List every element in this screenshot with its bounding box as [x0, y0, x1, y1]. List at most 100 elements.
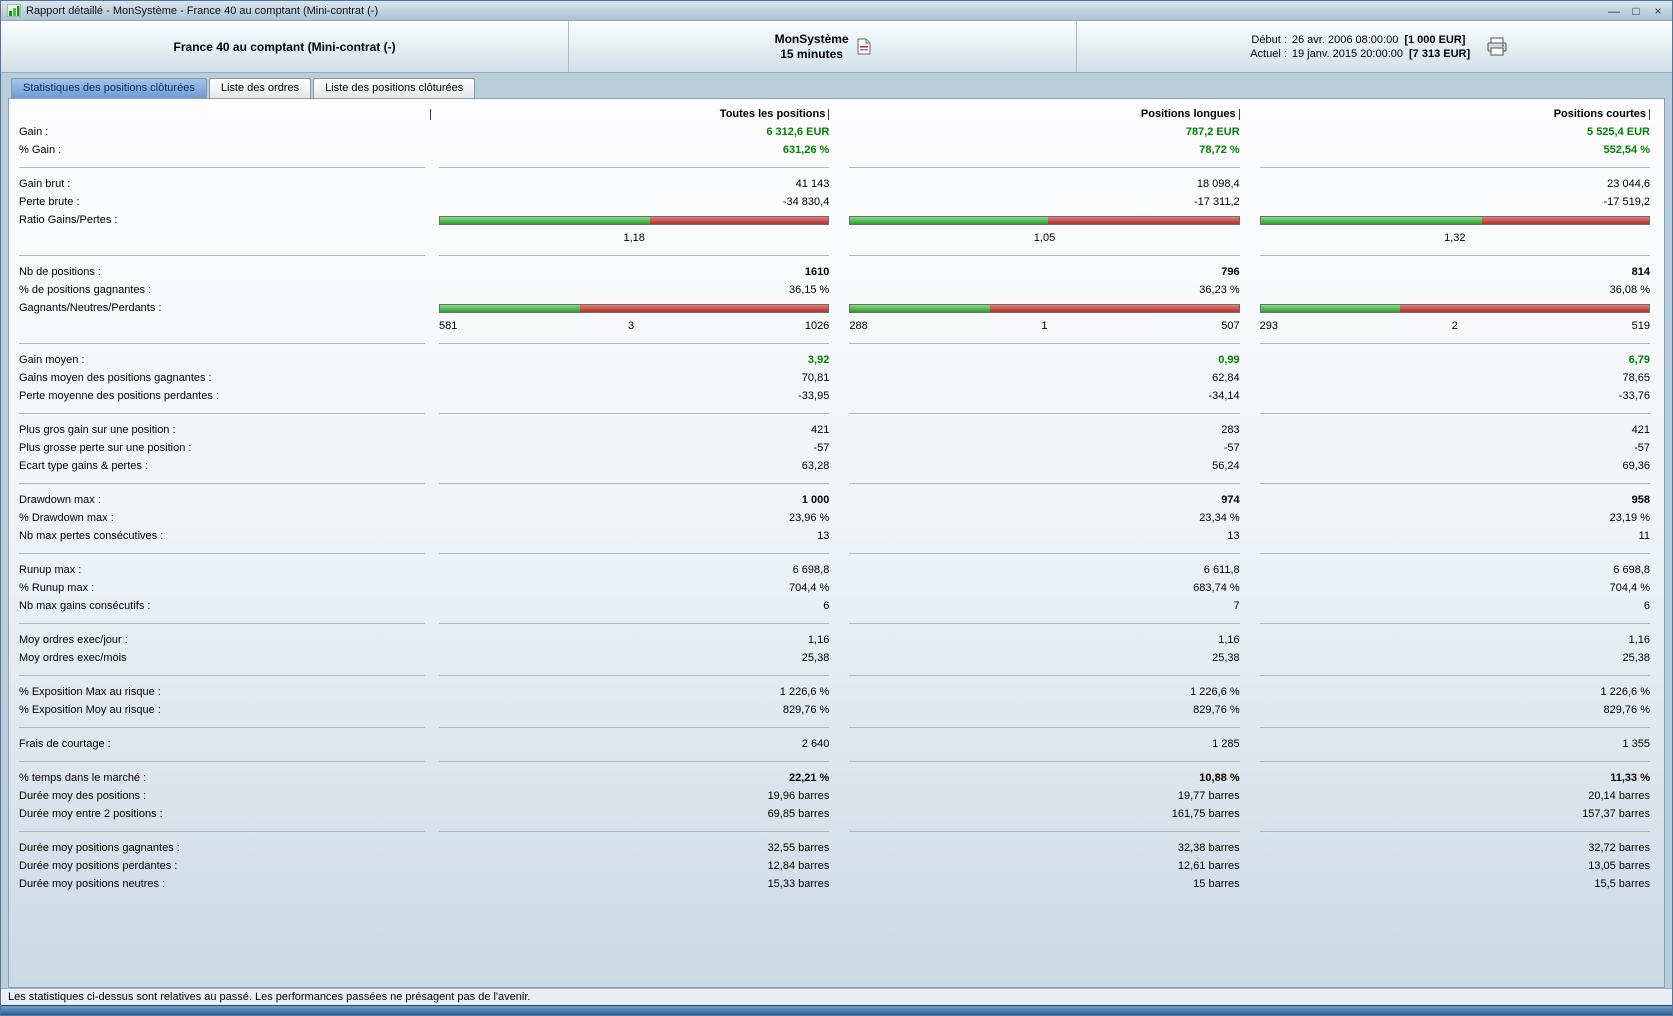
- stat-value: 23,34 %: [1199, 511, 1240, 524]
- separator-segment: [433, 674, 843, 676]
- close-button[interactable]: ×: [1654, 3, 1662, 18]
- bar-value: 1: [1041, 319, 1048, 332]
- separator-line: [439, 166, 830, 168]
- separator-line: [1259, 254, 1650, 256]
- tab-strip: Statistiques des positions clôturées List…: [1, 73, 1672, 98]
- app-icon: [7, 4, 21, 17]
- stat-value: 283: [1221, 423, 1240, 436]
- separator-segment: [9, 342, 433, 344]
- separator-line: [19, 342, 425, 344]
- group-separator: [9, 405, 1664, 421]
- pdf-export-icon[interactable]: [857, 38, 871, 55]
- bar-cell: [1254, 303, 1664, 313]
- bar-value: 507: [1221, 319, 1240, 332]
- table-row: Durée moy positions neutres : 15,33 barre…: [9, 875, 1664, 893]
- stat-value: 25,38: [1212, 651, 1240, 664]
- separator-segment: [843, 830, 1253, 832]
- stat-value: 70,81: [801, 371, 830, 384]
- table-row: % Exposition Moy au risque : 829,76 % 829,…: [9, 701, 1664, 719]
- stat-value: 32,55 barres: [767, 841, 830, 854]
- separator-line: [19, 674, 425, 676]
- separator-segment: [433, 760, 843, 762]
- bar-values: 1,18: [433, 230, 843, 247]
- separator-line: [19, 622, 425, 624]
- table-row: Nb de positions : 1610 796 814: [9, 263, 1664, 281]
- stat-value: 421: [1631, 423, 1650, 436]
- separator-segment: [1254, 254, 1664, 256]
- restore-button[interactable]: □: [1632, 3, 1640, 18]
- start-capital: [1 000 EUR]: [1404, 33, 1466, 46]
- separator-line: [439, 830, 830, 832]
- bar-cell: [843, 215, 1253, 225]
- stat-value: 6,79: [1628, 353, 1650, 366]
- separator-segment: [843, 342, 1253, 344]
- tab-liste-des-ordres[interactable]: Liste des ordres: [208, 78, 312, 98]
- stat-value: 1,16: [807, 633, 830, 646]
- group-separator: [9, 545, 1664, 561]
- column-header-label: Positions longues: [1140, 108, 1236, 120]
- separator-segment: [843, 726, 1253, 728]
- separator-line: [439, 726, 830, 728]
- stat-value: 787,2 EUR: [1185, 125, 1240, 138]
- stat-label: % Runup max :: [19, 581, 95, 594]
- table-row: Plus gros gain sur une position : 421 283 4…: [9, 421, 1664, 439]
- separator-segment: [843, 674, 1253, 676]
- stat-value: 704,4 %: [1609, 581, 1650, 594]
- separator-segment: [1254, 674, 1664, 676]
- stat-value: 13: [817, 529, 830, 542]
- stat-value: -33,95: [798, 389, 830, 402]
- column-divider-tick: [1238, 108, 1240, 120]
- separator-segment: [433, 830, 843, 832]
- table-row: 581 3 1026 288 1 507 293 2 519: [9, 317, 1664, 335]
- stat-label: Durée moy positions neutres :: [19, 877, 166, 890]
- table-header-row: Toutes les positions Positions longues Pos…: [9, 106, 1664, 123]
- print-icon[interactable]: [1486, 37, 1508, 57]
- stat-label: % Exposition Moy au risque :: [19, 703, 161, 716]
- tab-liste-des-positions-cloturees[interactable]: Liste des positions clôturées: [313, 78, 476, 98]
- separator-segment: [433, 342, 843, 344]
- separator-segment: [1254, 552, 1664, 554]
- table-row: Gain moyen : 3,92 0,99 6,79: [9, 351, 1664, 369]
- column-header-toutes-les-positions: Toutes les positions: [433, 106, 843, 123]
- start-label: Début :: [1251, 33, 1287, 46]
- separator-line: [439, 622, 830, 624]
- separator-line: [1259, 760, 1650, 762]
- bar-values: 581 3 1026: [433, 318, 843, 335]
- bar-value: 581: [439, 319, 458, 332]
- report-content: Toutes les positions Positions longues Pos…: [8, 98, 1665, 988]
- stat-value: 958: [1631, 493, 1650, 506]
- stat-label: Gain moyen :: [19, 353, 85, 366]
- stat-value: 6 698,8: [792, 563, 830, 576]
- bar-green-segment: [440, 216, 650, 224]
- stat-label: Durée moy des positions :: [19, 789, 147, 802]
- stat-value: 36,23 %: [1199, 283, 1240, 296]
- separator-line: [439, 552, 830, 554]
- stat-value: 25,38: [1622, 651, 1650, 664]
- group-separator: [9, 159, 1664, 175]
- stat-value: -17 311,2: [1193, 195, 1240, 208]
- bar-red-segment: [649, 216, 829, 224]
- separator-line: [849, 726, 1240, 728]
- separator-line: [1259, 726, 1650, 728]
- gain-loss-bar: [1259, 303, 1650, 313]
- separator-segment: [843, 552, 1253, 554]
- system-section: MonSystème 15 minutes: [569, 21, 1078, 72]
- system-info: MonSystème 15 minutes: [775, 32, 849, 62]
- table-row: Frais de courtage : 2 640 1 285 1 355: [9, 735, 1664, 753]
- minimize-button[interactable]: —: [1608, 3, 1620, 18]
- stat-value: -34 830,4: [782, 195, 830, 208]
- title-bar[interactable]: Rapport détaillé - MonSystème - France 4…: [1, 1, 1672, 21]
- stat-label: Plus grosse perte sur une position :: [19, 441, 192, 454]
- group-separator: [9, 753, 1664, 769]
- tab-statistiques-des-positions-cloturees[interactable]: Statistiques des positions clôturées: [11, 78, 207, 98]
- separator-line: [849, 482, 1240, 484]
- group-separator: [9, 475, 1664, 491]
- separator-line: [439, 412, 830, 414]
- column-header-spacer: [9, 106, 433, 123]
- bar-red-segment: [579, 304, 829, 312]
- separator-line: [19, 552, 425, 554]
- separator-line: [1259, 412, 1650, 414]
- separator-line: [849, 760, 1240, 762]
- stats-table: Toutes les positions Positions longues Pos…: [9, 106, 1664, 893]
- bar-cell: [843, 303, 1253, 313]
